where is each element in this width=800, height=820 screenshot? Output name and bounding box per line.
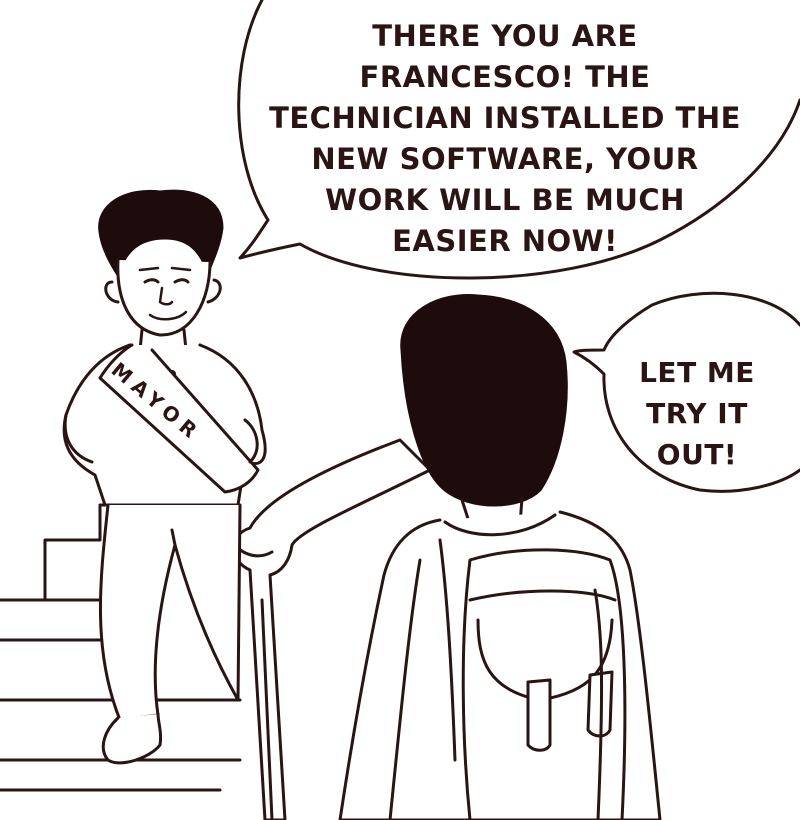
mayor-face bbox=[116, 258, 212, 337]
francesco-character bbox=[338, 293, 662, 820]
mayor-character bbox=[62, 189, 267, 765]
francesco-hair bbox=[400, 293, 568, 507]
speech-bubble-reply bbox=[572, 291, 800, 493]
mayor-sash bbox=[98, 343, 260, 494]
mayor-speech-text: THERE YOU ARE FRANCESCO! THE TECHNICIAN … bbox=[269, 19, 741, 258]
mayor-legs bbox=[98, 503, 242, 722]
speech-bubble-main bbox=[237, 0, 800, 280]
backpack-buckle-left bbox=[526, 678, 552, 752]
francesco-speech-text: LET ME TRY IT OUT! bbox=[639, 356, 755, 471]
mayor-shoe bbox=[101, 712, 163, 765]
